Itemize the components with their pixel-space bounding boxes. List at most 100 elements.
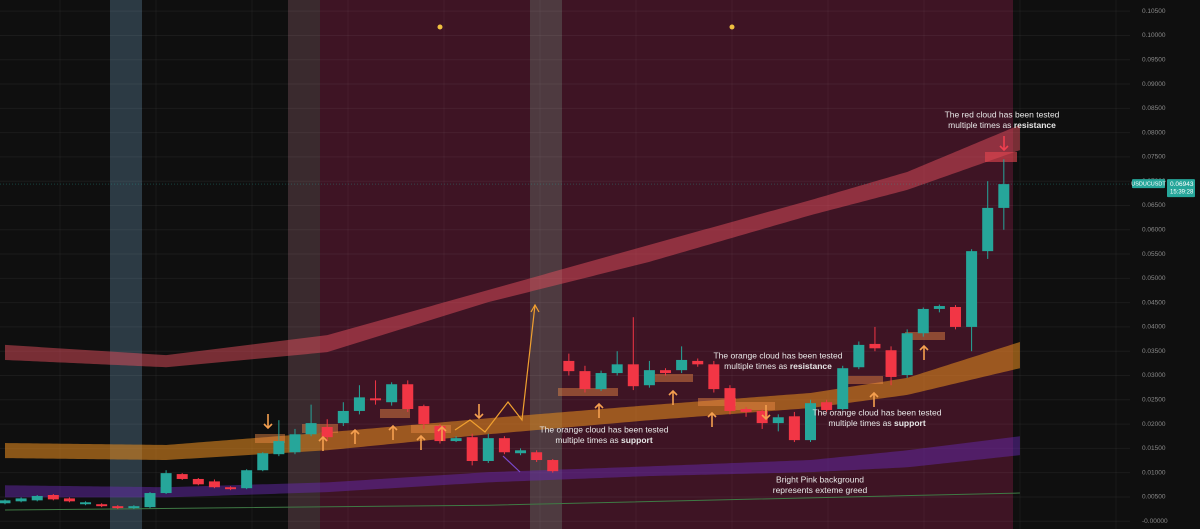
annotation-emphasis: resistance: [1014, 120, 1056, 130]
annotation-line: The red cloud has been tested: [945, 109, 1060, 119]
candle-body: [949, 307, 961, 327]
y-tick-label: 0.03000: [1142, 372, 1166, 379]
candle-body: [144, 493, 156, 508]
ma-line: [4, 492, 1020, 511]
arrow-head: [318, 435, 328, 442]
y-tick-label: 0.09500: [1142, 56, 1166, 63]
candle-body: [547, 460, 559, 472]
candle-body: [660, 370, 672, 374]
greed-background: [320, 0, 1013, 529]
arrow-head: [869, 391, 879, 398]
arrow-head: [263, 423, 273, 430]
candle-body: [0, 500, 11, 504]
arrow: [263, 414, 273, 430]
y-tick-label: 0.10500: [1142, 8, 1166, 15]
arrow: [318, 435, 328, 451]
candle-body: [643, 370, 655, 386]
candle-body: [821, 402, 833, 410]
candle-body: [982, 207, 994, 252]
annotation-text: multiple times as: [948, 120, 1011, 130]
candle-body: [241, 470, 253, 489]
candle-body: [386, 384, 398, 403]
projection-line: [454, 304, 536, 433]
candle-body: [498, 438, 510, 453]
candle-body: [837, 368, 849, 410]
candle-body: [15, 498, 27, 502]
annotation-line: represents exteme greed: [773, 485, 868, 495]
candle-body: [450, 438, 462, 442]
y-tick-label: 0.02000: [1142, 421, 1166, 428]
candle-body: [353, 397, 365, 411]
arrow: [388, 424, 398, 440]
candle-body: [176, 474, 188, 479]
annotation-line: The orange cloud has been tested: [812, 407, 941, 417]
arrow-head: [919, 344, 929, 351]
annotation-emphasis: support: [894, 418, 926, 428]
y-tick-label: 0.04000: [1142, 324, 1166, 331]
annotation-text: multiple times as: [724, 361, 787, 371]
level-box: [380, 409, 410, 418]
candle-body: [724, 388, 736, 411]
candle-body: [917, 308, 929, 334]
y-tick-label: 0.01000: [1142, 469, 1166, 476]
arrow: [594, 402, 604, 418]
y-tick-label: 0.09000: [1142, 81, 1166, 88]
candle-body: [676, 359, 688, 371]
y-tick-label: 0.06500: [1142, 202, 1166, 209]
candle-body: [273, 441, 285, 455]
level-box: [255, 434, 285, 443]
arrow: [668, 389, 678, 405]
level-box: [845, 376, 883, 384]
y-tick-label: 0.05500: [1142, 251, 1166, 258]
y-tick-label: 0.10000: [1142, 32, 1166, 39]
candle-body: [627, 364, 639, 387]
candle-body: [434, 426, 446, 442]
candle-body: [531, 452, 543, 461]
annotation-text: multiple times as: [555, 435, 618, 445]
candle-body: [257, 453, 269, 471]
y-tick-label: 0.03500: [1142, 348, 1166, 355]
arrow: [437, 425, 447, 441]
candle-body: [418, 406, 430, 425]
candle-body: [933, 306, 945, 309]
annotation-line: multiple times as support: [828, 418, 925, 428]
arrow-head: [530, 303, 540, 313]
candle-body: [901, 333, 913, 376]
candle-body: [208, 481, 220, 488]
candle-body: [788, 416, 800, 441]
arrow-head: [388, 424, 398, 431]
candle-body: [31, 495, 43, 501]
candle-body: [692, 360, 704, 365]
level-box: [985, 152, 1017, 162]
arrow: [707, 411, 717, 427]
arrow-head: [437, 425, 447, 432]
price-axis: [1130, 0, 1200, 529]
arrow: [502, 455, 521, 473]
candle-body: [128, 506, 140, 509]
candle-body: [192, 478, 204, 485]
price-tag-bg: [1167, 179, 1195, 198]
level-box: [655, 374, 693, 382]
cloud-band: [5, 341, 1020, 461]
price-tag-symbol: USDUCUSDT: [1131, 182, 1166, 188]
candle-body: [966, 251, 978, 327]
arrow: [869, 391, 879, 407]
candle-body: [869, 343, 881, 349]
y-tick-label: 0.00500: [1142, 494, 1166, 501]
arrow-head: [761, 414, 771, 421]
candle-body: [885, 350, 897, 377]
candle-body: [289, 434, 301, 453]
level-box: [905, 332, 945, 340]
price-tag-price: 0.06943: [1170, 181, 1194, 188]
candle-body: [112, 506, 124, 509]
cloud-band: [5, 436, 1020, 498]
candle-body: [63, 498, 75, 502]
candle-body: [47, 494, 59, 500]
candle-body: [579, 371, 591, 390]
annotation-line: multiple times as resistance: [948, 120, 1056, 130]
candle-body: [305, 423, 317, 435]
arrow: [999, 136, 1009, 152]
arrow-head: [707, 411, 717, 418]
drawing: [454, 303, 540, 473]
